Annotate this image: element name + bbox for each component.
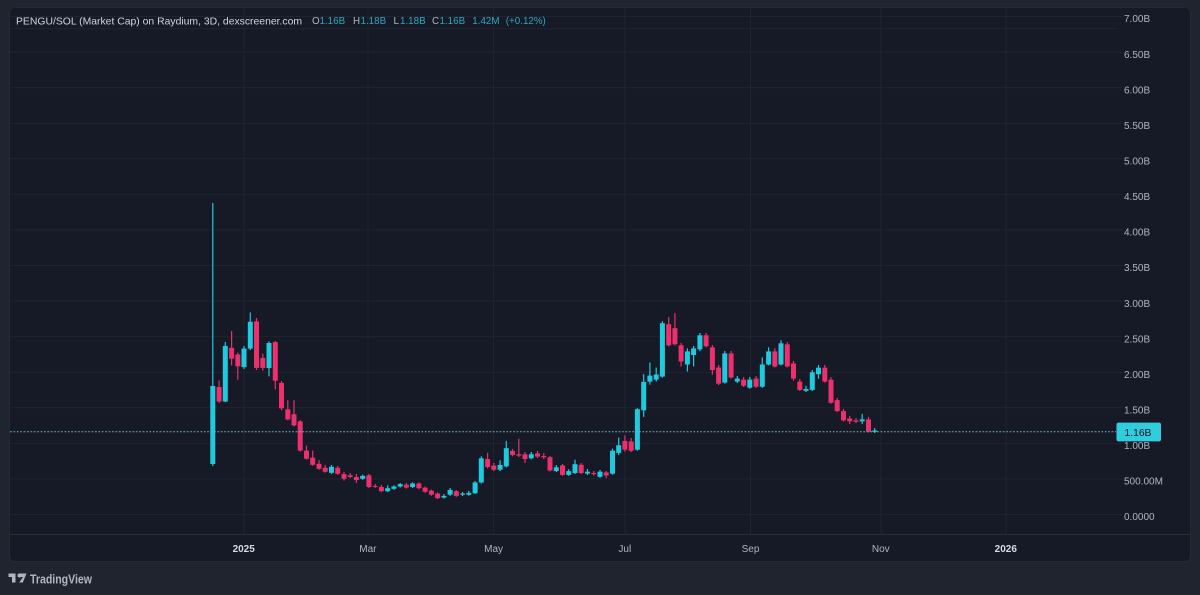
svg-text:0.0000: 0.0000 bbox=[1124, 512, 1155, 523]
svg-text:Sep: Sep bbox=[742, 544, 760, 555]
svg-text:1.18B: 1.18B bbox=[361, 16, 387, 27]
svg-text:1.00B: 1.00B bbox=[1124, 441, 1150, 452]
svg-text:2.00B: 2.00B bbox=[1124, 370, 1150, 381]
svg-text:(+0.12%): (+0.12%) bbox=[506, 16, 546, 27]
svg-text:Nov: Nov bbox=[872, 544, 890, 555]
svg-text:2.50B: 2.50B bbox=[1124, 334, 1150, 345]
svg-text:1.18B: 1.18B bbox=[400, 16, 426, 27]
svg-text:3.00B: 3.00B bbox=[1124, 299, 1150, 310]
svg-text:5.50B: 5.50B bbox=[1124, 121, 1150, 132]
svg-text:2025: 2025 bbox=[233, 544, 256, 555]
svg-text:500.00M: 500.00M bbox=[1124, 477, 1163, 488]
svg-text:4.50B: 4.50B bbox=[1124, 192, 1150, 203]
svg-text:1.42M: 1.42M bbox=[472, 16, 499, 27]
svg-text:2026: 2026 bbox=[995, 544, 1018, 555]
svg-text:1.16B: 1.16B bbox=[1125, 428, 1152, 439]
svg-text:Jul: Jul bbox=[618, 544, 631, 555]
svg-text:6.50B: 6.50B bbox=[1124, 50, 1150, 61]
svg-text:1.16B: 1.16B bbox=[440, 16, 466, 27]
svg-text:1.50B: 1.50B bbox=[1124, 406, 1150, 417]
svg-text:May: May bbox=[484, 544, 503, 555]
svg-text:TradingView: TradingView bbox=[30, 572, 93, 587]
svg-text:C: C bbox=[432, 16, 439, 27]
svg-text:7.00B: 7.00B bbox=[1124, 14, 1150, 25]
svg-text:3.50B: 3.50B bbox=[1124, 263, 1150, 274]
svg-text:Mar: Mar bbox=[359, 544, 377, 555]
svg-text:4.00B: 4.00B bbox=[1124, 228, 1150, 239]
svg-text:PENGU/SOL (Market Cap) on Rayd: PENGU/SOL (Market Cap) on Raydium, 3D, d… bbox=[16, 16, 302, 27]
svg-text:5.00B: 5.00B bbox=[1124, 157, 1150, 168]
svg-text:6.00B: 6.00B bbox=[1124, 85, 1150, 96]
svg-text:O: O bbox=[312, 16, 320, 27]
svg-text:L: L bbox=[394, 16, 400, 27]
svg-text:H: H bbox=[353, 16, 360, 27]
svg-text:1.16B: 1.16B bbox=[320, 16, 346, 27]
